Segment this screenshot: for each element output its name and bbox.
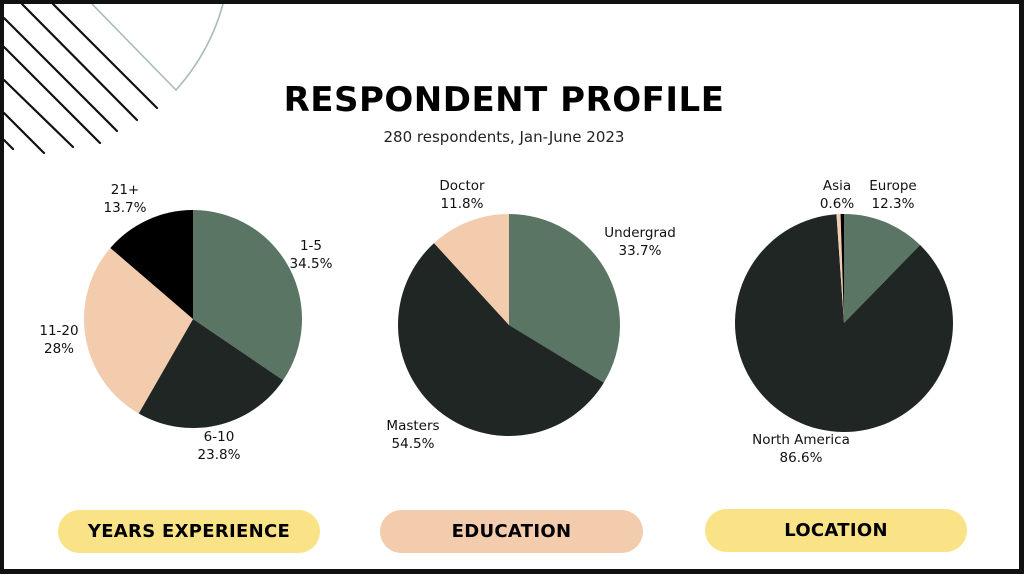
experience-pie-chart	[83, 210, 302, 428]
page-title: RESPONDENT PROFILE	[283, 80, 725, 120]
education-pie-chart	[398, 214, 620, 436]
pie-slice-undergrad	[509, 214, 620, 383]
pie-slice-north-america	[735, 214, 953, 432]
label-europe: Europe 12.3%	[869, 178, 917, 212]
label-21plus: 21+ 13.7%	[103, 182, 147, 216]
pie-slice-masters	[398, 243, 604, 436]
label-masters: Masters 54.5%	[386, 418, 440, 452]
pie-slice-6-10	[138, 319, 284, 428]
label-undergrad: Undergrad 33.7%	[604, 225, 676, 259]
pie-slice-21-	[110, 210, 193, 319]
pie-slice-asia	[836, 214, 844, 323]
location-pill-label: LOCATION	[784, 520, 888, 541]
label-1-5: 1-5 34.5%	[289, 238, 333, 272]
label-north-america: North America 86.6%	[752, 432, 850, 466]
label-asia: Asia 0.6%	[819, 178, 855, 212]
pie-slice-other	[840, 214, 844, 323]
pie-slice-1-5	[193, 210, 302, 381]
page-subtitle: 280 respondents, Jan-June 2023	[383, 128, 625, 146]
label-11-20: 11-20 28%	[39, 323, 79, 357]
education-pill-label: EDUCATION	[451, 521, 572, 542]
years-experience-pill-label: YEARS EXPERIENCE	[87, 521, 291, 542]
label-doctor: Doctor 11.8%	[439, 178, 485, 212]
pie-slice-11-20	[83, 247, 193, 414]
decorative-lines-graphic	[4, 4, 224, 155]
location-pie-chart	[735, 214, 953, 432]
label-6-10: 6-10 23.8%	[197, 429, 241, 463]
pie-slice-doctor	[434, 214, 509, 325]
education-pill: EDUCATION	[380, 510, 643, 553]
years-experience-pill: YEARS EXPERIENCE	[58, 510, 320, 553]
location-pill: LOCATION	[705, 509, 967, 552]
pie-slice-europe	[844, 214, 921, 323]
